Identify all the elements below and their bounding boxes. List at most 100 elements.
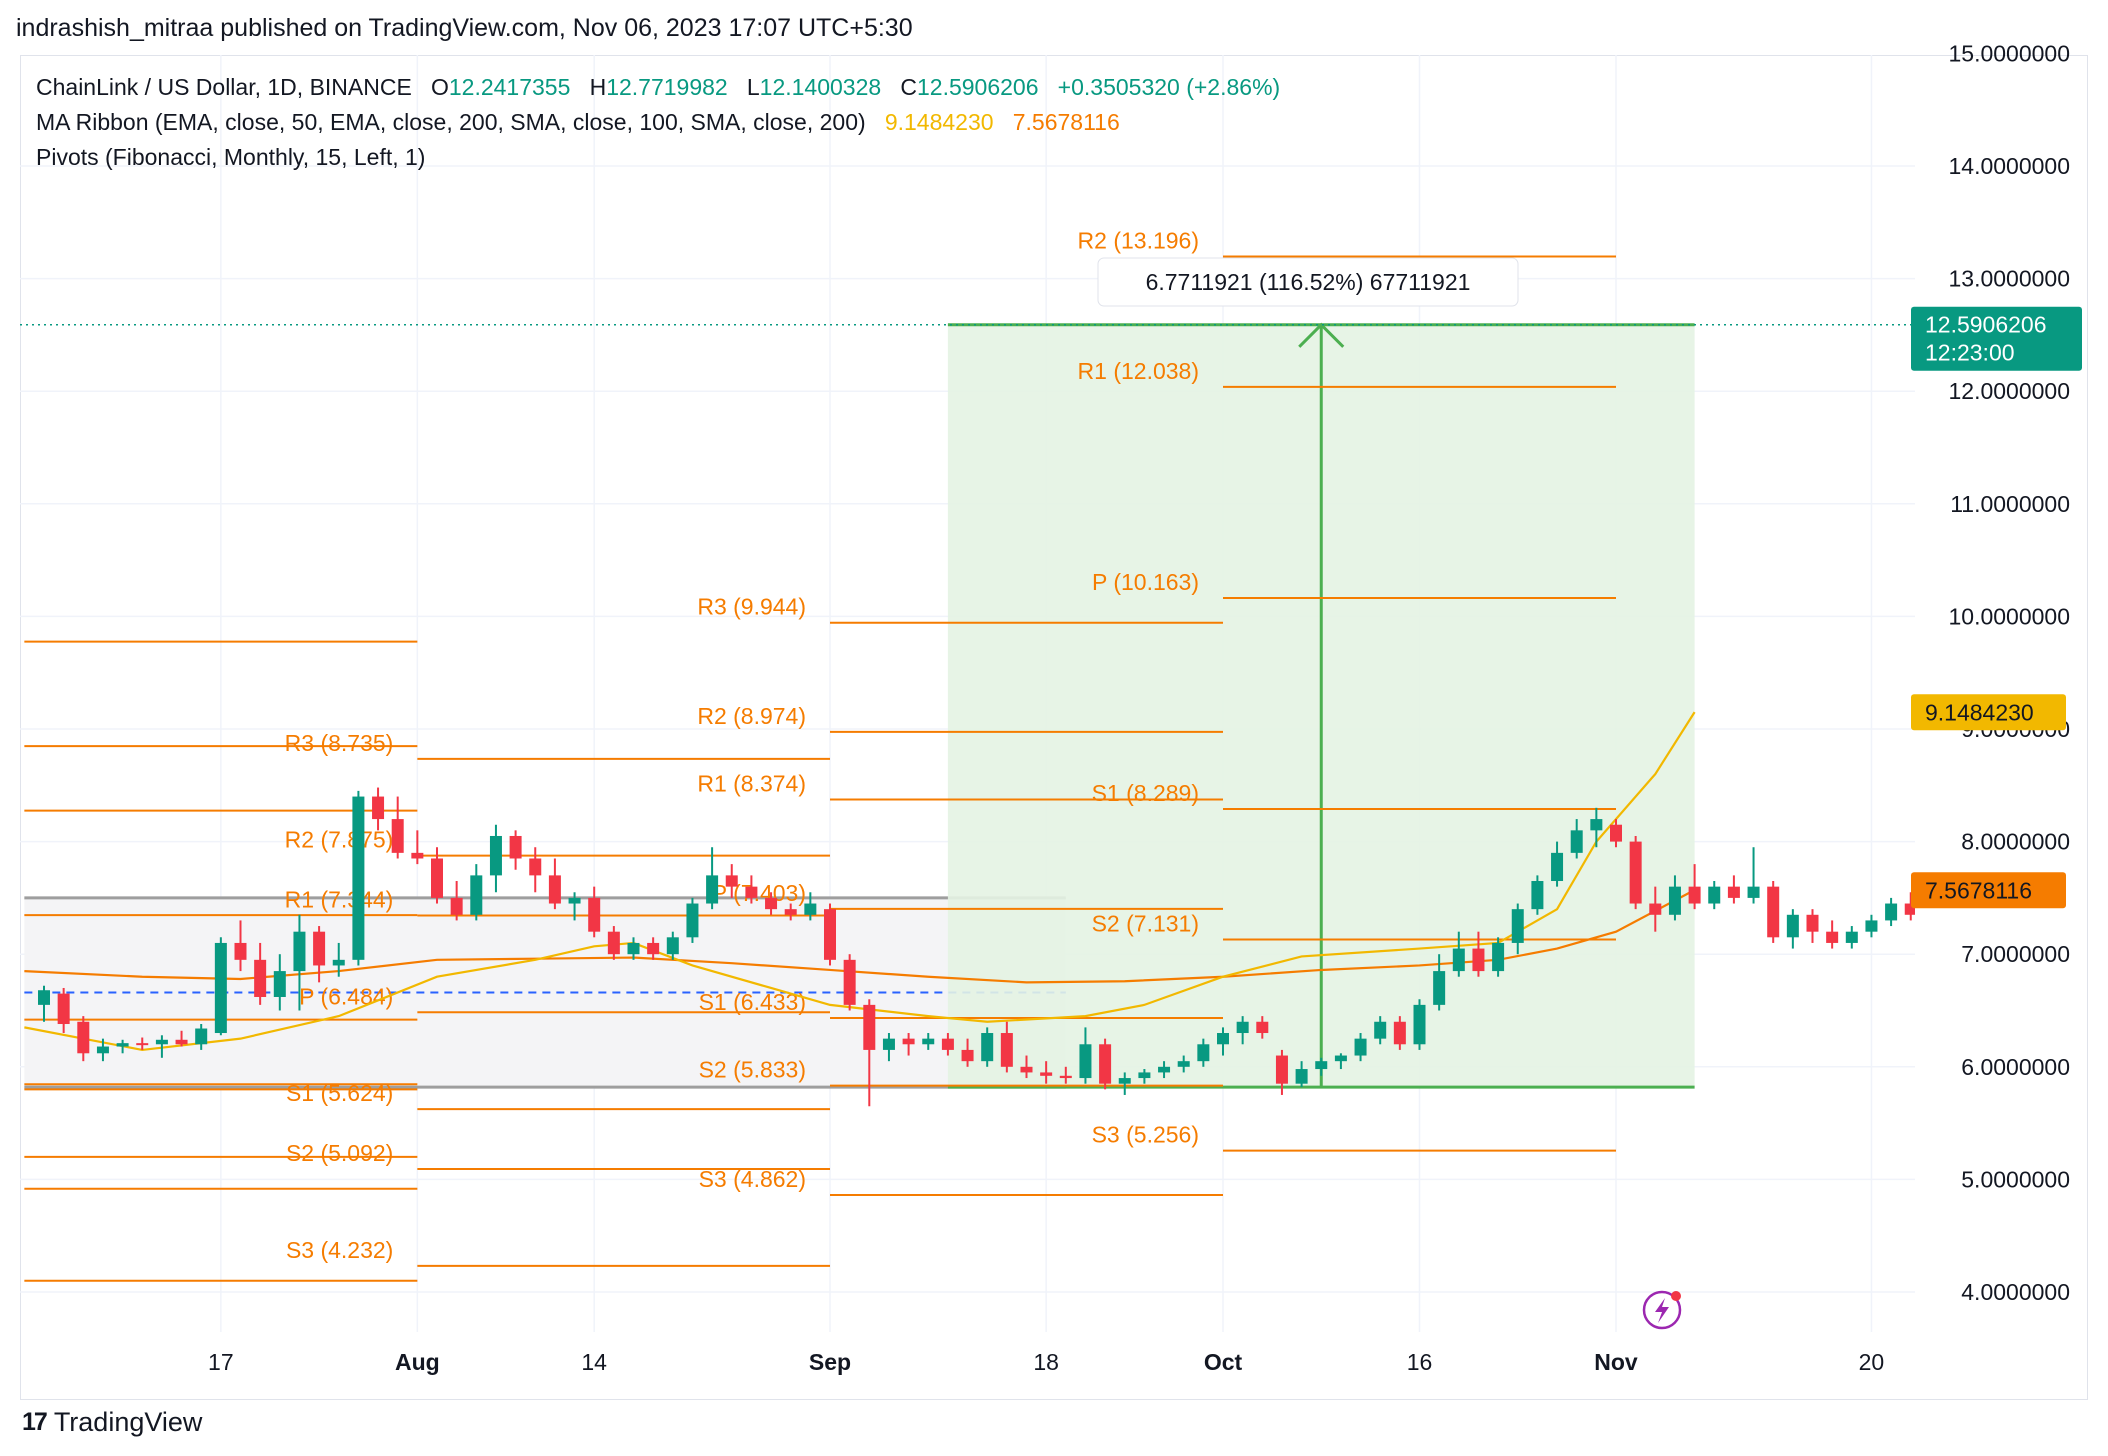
candle-body xyxy=(1590,819,1603,831)
close-label: C xyxy=(900,74,917,100)
candle-body xyxy=(784,909,797,915)
candle-body xyxy=(234,942,247,960)
candle-body xyxy=(1433,971,1446,1005)
pivot-label: R3 (9.944) xyxy=(697,594,806,620)
pivot-label: R3 (8.735) xyxy=(285,730,394,756)
candle-body xyxy=(38,990,50,1005)
candle-body xyxy=(1688,886,1701,904)
measure-label: 6.7711921 (116.52%) 67711921 xyxy=(1097,257,1519,307)
candle-body xyxy=(1295,1069,1308,1084)
candle-body xyxy=(372,796,385,820)
candle-body xyxy=(1649,903,1662,915)
candle-body xyxy=(1334,1055,1347,1062)
candle-body xyxy=(1393,1021,1406,1045)
measure-label-box xyxy=(1097,257,1519,307)
close-value: 12.5906206 xyxy=(916,74,1039,100)
candle-body xyxy=(411,852,424,859)
candle-body xyxy=(1904,903,1915,915)
candle-body xyxy=(293,931,306,972)
pivot-label: S1 (8.289) xyxy=(1092,780,1199,806)
candle-body xyxy=(1806,914,1819,932)
candle-body xyxy=(2101,493,2108,510)
candle-body xyxy=(1079,1044,1092,1079)
x-tick-label: Nov xyxy=(1594,1349,1638,1375)
y-tick-label: 13.0000000 xyxy=(1948,266,2070,292)
candle-body xyxy=(1138,1072,1151,1079)
candle-body xyxy=(1845,931,1858,943)
last-price-badge-timer: 12:23:00 xyxy=(1925,340,2015,366)
y-tick-label: 12.0000000 xyxy=(1948,378,2070,404)
pivot-label: S2 (5.833) xyxy=(699,1057,806,1083)
x-tick-label: Oct xyxy=(1204,1349,1243,1375)
candle-body xyxy=(1000,1033,1013,1067)
candle-body xyxy=(1511,909,1524,943)
ma-badge-bg xyxy=(1911,872,2066,909)
candle-body xyxy=(1374,1021,1387,1039)
candle-body xyxy=(1747,886,1760,898)
candle-body xyxy=(1452,948,1465,972)
chart-frame xyxy=(20,55,2088,1400)
candle-body xyxy=(1944,920,1956,926)
y-tick-label: 5.0000000 xyxy=(1961,1166,2070,1192)
y-tick-label: 4.0000000 xyxy=(1961,1279,2070,1305)
candle-body xyxy=(745,886,758,898)
x-tick-label: 14 xyxy=(581,1349,607,1375)
candle-body xyxy=(922,1038,935,1045)
ma-badge-bg xyxy=(1911,694,2066,731)
ma-ribbon-label: MA Ribbon (EMA, close, 50, EMA, close, 2… xyxy=(36,109,866,135)
candle-body xyxy=(1767,886,1780,938)
candle-body xyxy=(1610,824,1622,842)
candle-body xyxy=(1472,948,1485,972)
plot-area: R3 (9.776)R2 (8.848)R1 (8.275)P (7.347)S… xyxy=(20,27,2108,1332)
candle-body xyxy=(195,1028,208,1045)
candle-body xyxy=(627,942,640,955)
y-tick-label: 7.0000000 xyxy=(1961,941,2070,967)
price-chart[interactable]: R3 (9.776)R2 (8.848)R1 (8.275)P (7.347)S… xyxy=(0,0,2108,1400)
candle-body xyxy=(1786,914,1799,938)
pivots-legend-row[interactable]: Pivots (Fibonacci, Monthly, 15, Left, 1) xyxy=(36,140,1280,175)
candle-body xyxy=(489,835,502,876)
lightning-icon-bolt xyxy=(1655,1298,1669,1323)
open-label: O xyxy=(430,74,449,100)
candle-body xyxy=(529,858,542,876)
x-tick-label: 17 xyxy=(208,1349,234,1375)
x-tick-label: Aug xyxy=(395,1349,440,1375)
candle-body xyxy=(1197,1044,1210,1062)
y-tick-label: 10.0000000 xyxy=(1948,603,2070,629)
y-tick-label: 15.0000000 xyxy=(1948,40,2070,66)
candle-body xyxy=(96,1046,109,1054)
pivot-label: S3 (4.862) xyxy=(699,1166,806,1192)
symbol-legend-row[interactable]: ChainLink / US Dollar, 1D, BINANCE O12.2… xyxy=(36,70,1280,105)
ma-ribbon-legend-row[interactable]: MA Ribbon (EMA, close, 50, EMA, close, 2… xyxy=(36,105,1280,140)
candle-body xyxy=(568,897,581,904)
measure-arrow-head xyxy=(1298,322,1345,348)
candle-body xyxy=(863,1004,876,1050)
change-value: +0.3505320 (+2.86%) xyxy=(1057,74,1281,100)
candle-body xyxy=(686,903,699,938)
pivot-label: R2 (7.875) xyxy=(285,827,394,853)
pivot-label-clipped: R3 (15.074) xyxy=(1471,27,1592,53)
candle-body xyxy=(981,1033,994,1062)
x-tick-label: 18 xyxy=(1033,1349,1059,1375)
candle-body xyxy=(155,1039,168,1045)
candle-body xyxy=(254,959,267,997)
candle-body xyxy=(706,875,719,904)
candle-body xyxy=(332,959,345,966)
ma-badge: 9.1484230 xyxy=(1911,694,2066,731)
candle-body xyxy=(175,1039,188,1045)
candle-body xyxy=(1826,931,1839,943)
candle-body xyxy=(882,1038,895,1050)
pivot-label: R1 (7.344) xyxy=(285,886,394,912)
candle-body xyxy=(1158,1066,1171,1073)
low-label: L xyxy=(746,74,760,100)
tradingview-footer[interactable]: 17 TradingView xyxy=(22,1407,202,1438)
candle-body xyxy=(1177,1061,1190,1067)
pivot-label: S3 (4.232) xyxy=(286,1237,393,1263)
pivot-label: R1 (12.038) xyxy=(1078,358,1199,384)
candle-body xyxy=(961,1049,974,1062)
candle-body xyxy=(1885,903,1898,921)
pivot-label: R1 (8.374) xyxy=(697,770,806,796)
low-value: 12.1400328 xyxy=(759,74,882,100)
candle-body xyxy=(77,1021,90,1054)
